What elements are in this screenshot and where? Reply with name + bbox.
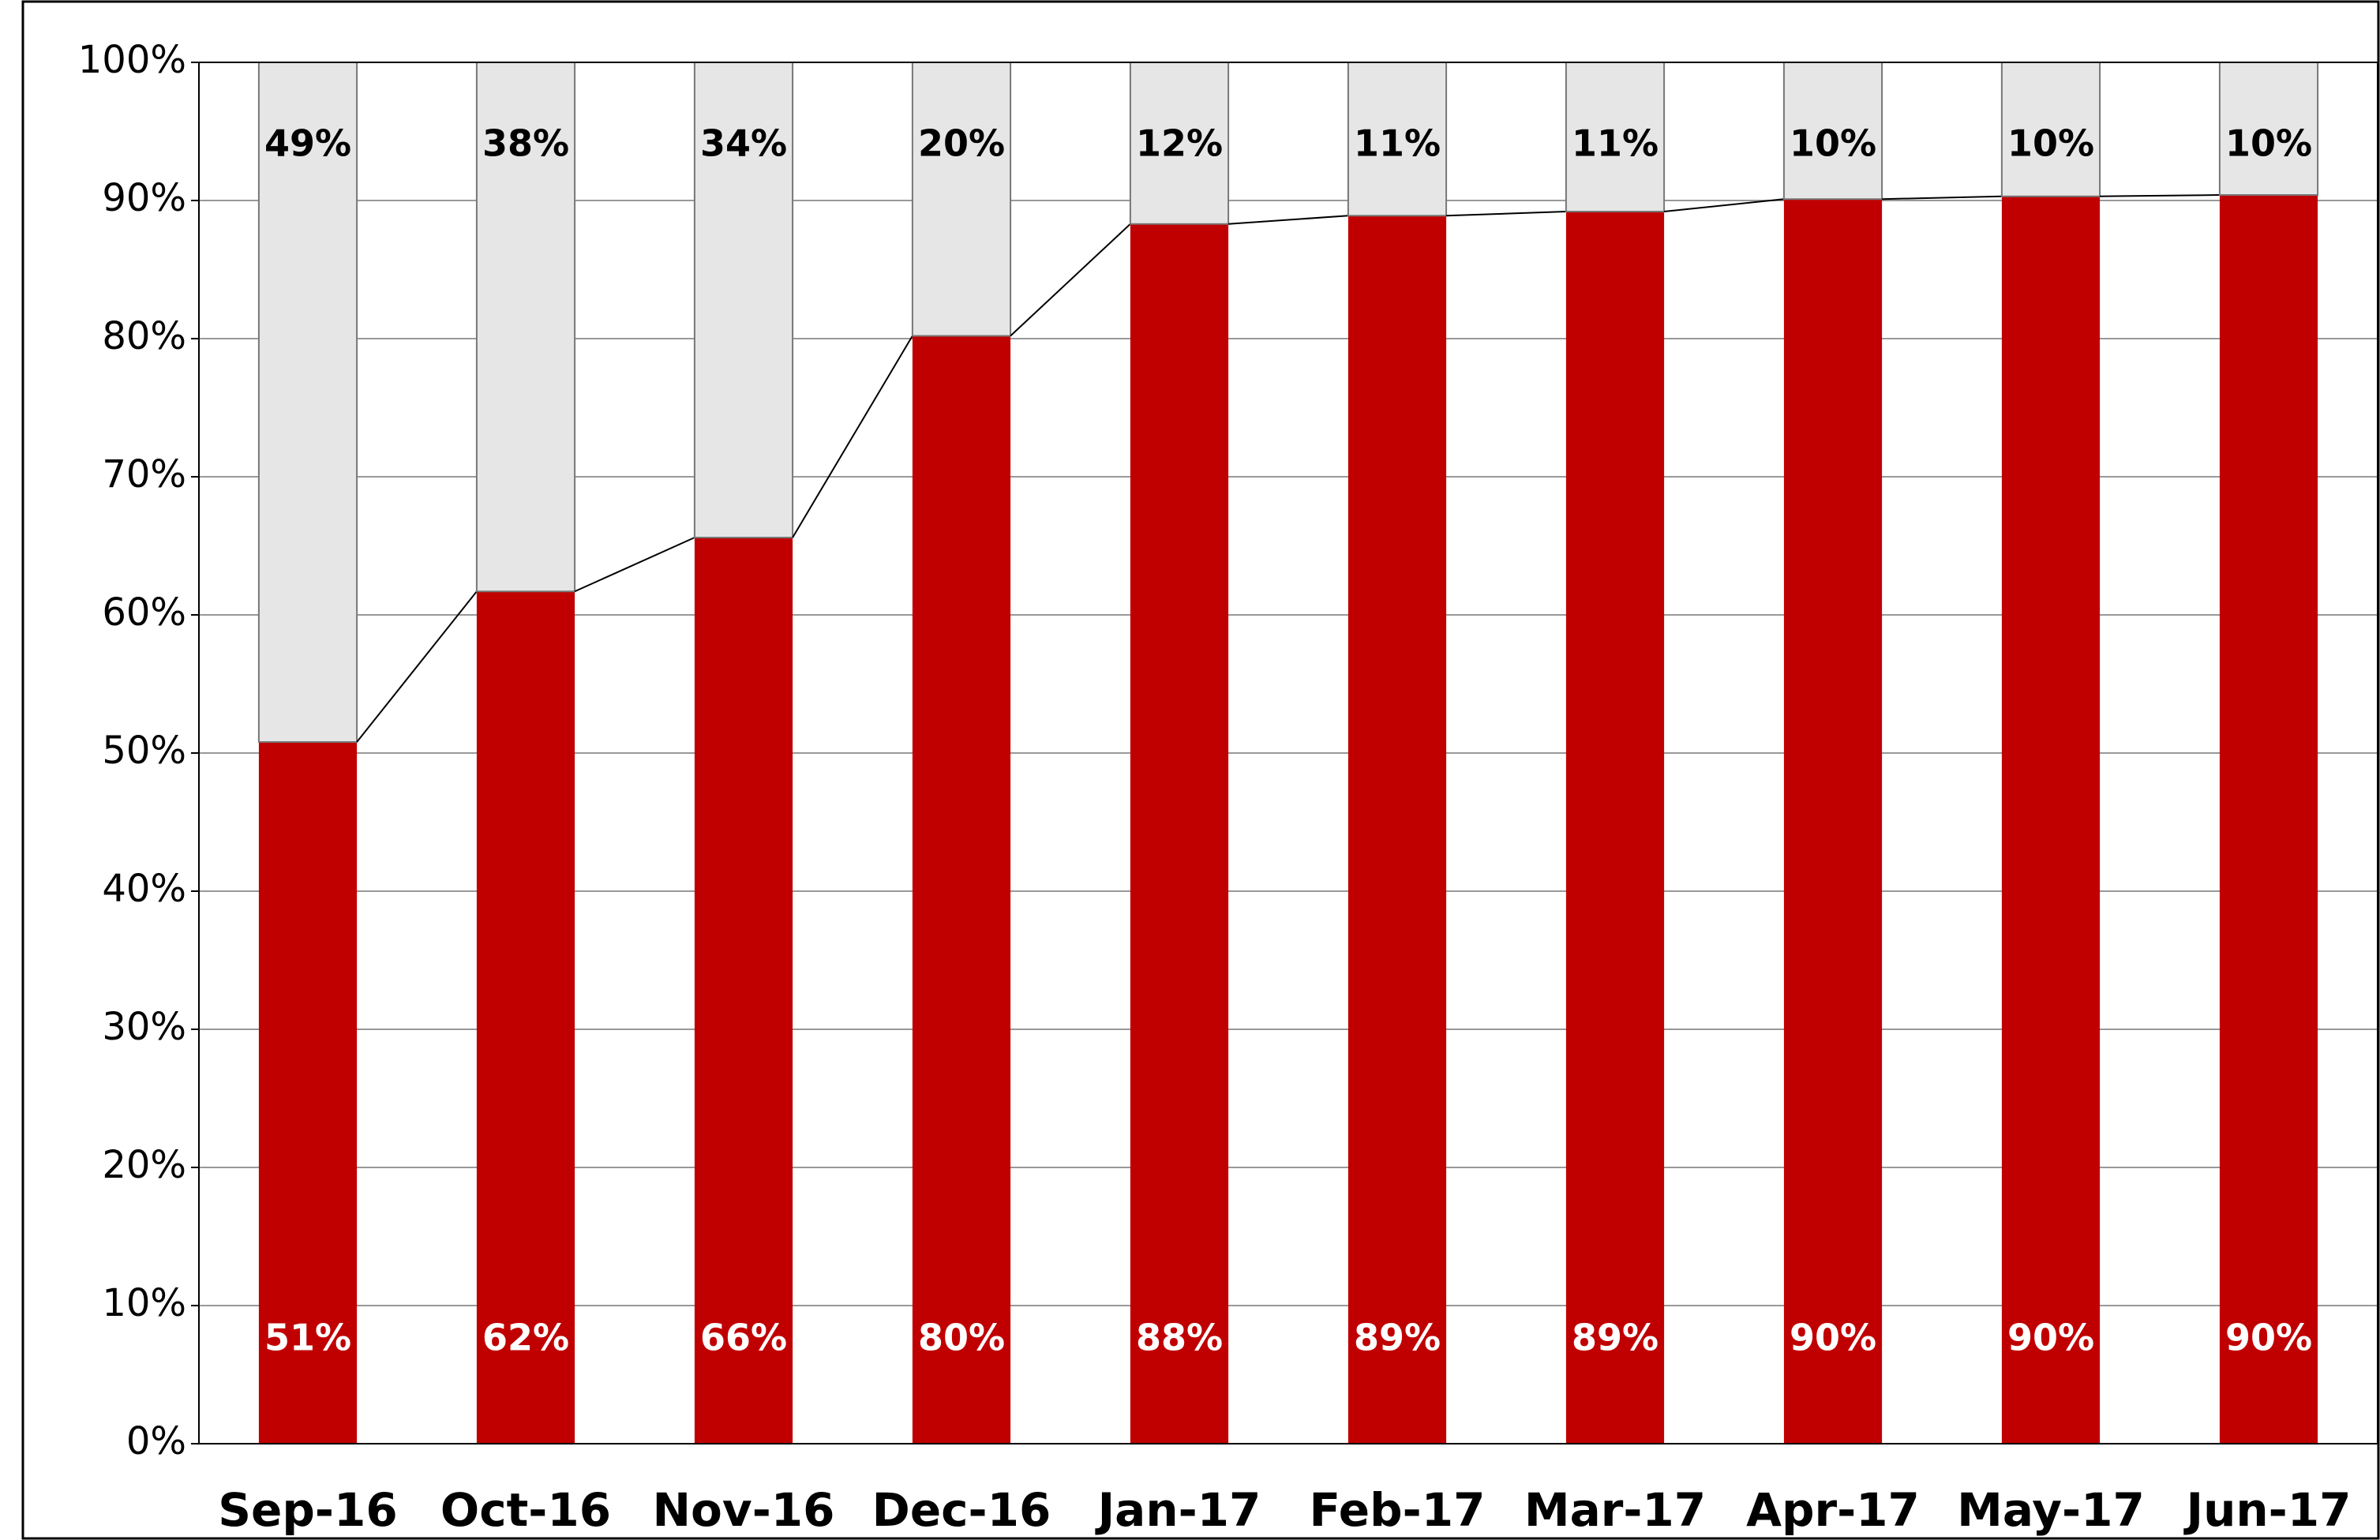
bar-segment (911, 62, 1012, 337)
series-line (792, 335, 913, 538)
bar-segment (1565, 62, 1666, 212)
series-line (1663, 198, 1785, 212)
data-label: 12% (1136, 122, 1223, 165)
data-label: 34% (700, 122, 787, 165)
data-label: 66% (700, 1317, 787, 1359)
bar-segment (912, 335, 1011, 1444)
bar-segment (1130, 223, 1229, 1444)
x-tick-label: Mar-17 (1524, 1483, 1706, 1537)
x-tick-label: Oct-16 (440, 1483, 611, 1537)
y-tick-label: 90% (102, 176, 186, 220)
bar-segment (1565, 212, 1665, 1444)
data-label: 10% (2225, 122, 2312, 165)
data-label: 88% (1136, 1317, 1223, 1359)
bar-segment (475, 62, 576, 593)
bar-segment (257, 62, 358, 743)
bar-segment (1129, 62, 1230, 225)
bar-segment (1783, 199, 1883, 1444)
data-label: 10% (1790, 122, 1876, 165)
data-label: 80% (918, 1317, 1005, 1359)
series-line (1228, 215, 1348, 225)
bar-segment (693, 62, 794, 538)
x-tick-label: Apr-17 (1746, 1483, 1920, 1537)
series-line (1446, 211, 1566, 217)
bar-segment (2001, 196, 2101, 1444)
data-label: 62% (482, 1317, 569, 1359)
bar-segment (258, 742, 358, 1444)
y-tick-label: 50% (102, 729, 186, 773)
y-tick-label: 0% (126, 1419, 186, 1463)
data-label: 20% (918, 122, 1005, 165)
bar-segment (1347, 215, 1447, 1444)
y-tick-label: 20% (102, 1143, 186, 1187)
series-line (2100, 194, 2220, 197)
data-label: 89% (1572, 1317, 1659, 1359)
y-tick-label: 40% (102, 867, 186, 911)
bar-segment (694, 538, 793, 1444)
series-line (574, 537, 695, 593)
x-tick-label: May-17 (1957, 1483, 2145, 1537)
data-label: 90% (2225, 1317, 2312, 1359)
bar-segment (2000, 62, 2101, 197)
y-tick-label: 70% (102, 452, 186, 496)
data-label: 10% (2007, 122, 2094, 165)
series-line (1882, 195, 2002, 200)
x-tick-label: Jan-17 (1095, 1483, 1261, 1537)
bar-segment (1782, 62, 1883, 200)
y-tick-label: 100% (78, 38, 186, 82)
x-tick-label: Sep-16 (218, 1483, 397, 1537)
x-tick-label: Feb-17 (1310, 1483, 1486, 1537)
bar-segment (2218, 62, 2319, 196)
data-label: 11% (1572, 122, 1659, 165)
data-label: 51% (264, 1317, 351, 1359)
x-tick-label: Nov-16 (653, 1483, 835, 1537)
bar-segment (2219, 195, 2318, 1444)
y-tick-label: 60% (102, 590, 186, 635)
x-tick-label: Dec-16 (872, 1483, 1051, 1537)
x-tick-label: Jun-17 (2183, 1483, 2352, 1537)
data-label: 38% (482, 122, 569, 165)
y-tick-label: 10% (102, 1281, 186, 1325)
y-tick-label: 30% (102, 1005, 186, 1049)
data-label: 90% (2007, 1317, 2094, 1359)
bar-segment (476, 591, 575, 1444)
data-label: 49% (264, 122, 351, 165)
bar-segment (1347, 62, 1448, 217)
y-tick-label: 80% (102, 314, 186, 358)
series-line (1010, 223, 1131, 337)
data-label: 90% (1790, 1317, 1876, 1359)
series-line (356, 590, 478, 743)
data-label: 11% (1354, 122, 1441, 165)
plot-border (198, 62, 2378, 1444)
data-label: 89% (1354, 1317, 1441, 1359)
